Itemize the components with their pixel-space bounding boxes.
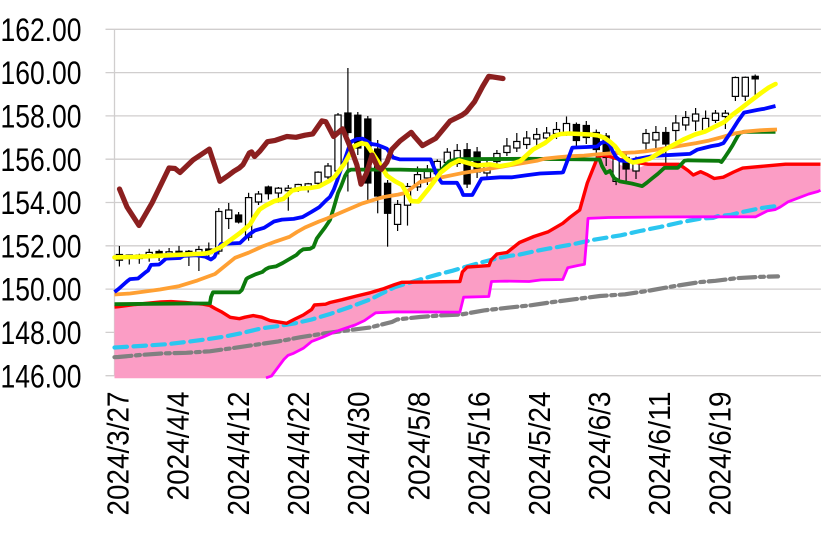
- svg-text:2024/6/3: 2024/6/3: [582, 392, 617, 501]
- svg-text:2024/4/12: 2024/4/12: [221, 392, 256, 516]
- svg-text:2024/6/19: 2024/6/19: [702, 392, 737, 516]
- svg-text:2024/5/24: 2024/5/24: [522, 392, 557, 516]
- svg-text:2024/5/16: 2024/5/16: [462, 392, 497, 516]
- svg-text:152.00: 152.00: [1, 228, 82, 264]
- svg-text:2024/3/27: 2024/3/27: [100, 392, 135, 516]
- svg-text:150.00: 150.00: [1, 272, 82, 308]
- svg-text:154.00: 154.00: [1, 185, 82, 221]
- svg-text:156.00: 156.00: [1, 142, 82, 178]
- svg-text:160.00: 160.00: [1, 55, 82, 91]
- svg-text:2024/4/30: 2024/4/30: [341, 392, 376, 516]
- svg-text:162.00: 162.00: [1, 12, 82, 48]
- svg-text:148.00: 148.00: [1, 315, 82, 351]
- svg-text:2024/6/11: 2024/6/11: [642, 392, 677, 516]
- svg-text:158.00: 158.00: [1, 99, 82, 135]
- svg-text:146.00: 146.00: [1, 358, 82, 394]
- svg-text:2024/5/8: 2024/5/8: [401, 392, 436, 501]
- svg-text:2024/4/4: 2024/4/4: [161, 392, 196, 501]
- svg-text:2024/4/22: 2024/4/22: [281, 392, 316, 516]
